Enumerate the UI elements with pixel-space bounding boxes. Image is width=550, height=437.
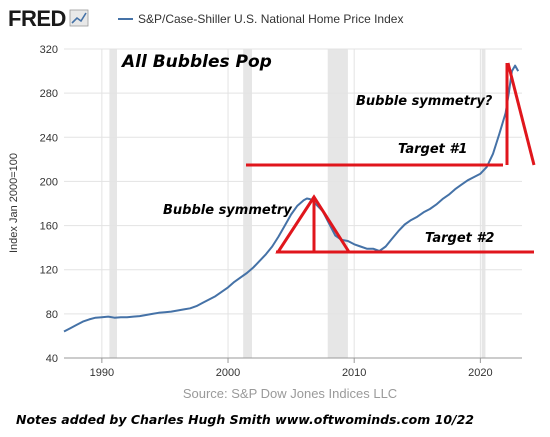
y-tick-label: 240 — [40, 132, 58, 144]
y-tick-label: 280 — [40, 88, 58, 100]
recession-band — [481, 49, 486, 358]
x-tick-label: 2010 — [342, 367, 366, 379]
annotation-all-bubbles-pop: All Bubbles Pop — [120, 52, 272, 72]
recession-bands — [109, 49, 486, 358]
series-line — [63, 64, 520, 333]
peak-descent-line — [506, 62, 536, 166]
y-tick-label: 80 — [46, 309, 58, 321]
y-ticks: 40 80 120 160 200 240 280 320 — [40, 44, 58, 365]
notes-text: Notes added by Charles Hugh Smith www.of… — [16, 412, 474, 427]
fred-logo: FRED — [8, 6, 66, 31]
source-text: Source: S&P Dow Jones Indices LLC — [183, 386, 397, 401]
annotation-bubble-symmetry-question: Bubble symmetry? — [356, 94, 493, 109]
plot-area: 40 80 120 160 200 240 280 320 1990 2000 2010 2020 — [40, 44, 522, 379]
x-tick-label: 1990 — [90, 367, 114, 379]
annotation-target2: Target #2 — [425, 231, 494, 246]
recession-band — [243, 49, 252, 358]
y-tick-label: 160 — [40, 221, 58, 233]
legend-label: S&P/Case-Shiller U.S. National Home Pric… — [138, 12, 403, 26]
small-line-chart-icon — [69, 9, 89, 27]
annotation-bubble-symmetry: Bubble symmetry — [163, 203, 292, 218]
x-tick-label: 2000 — [216, 367, 240, 379]
y-axis-label: Index Jan 2000=100 — [8, 153, 20, 253]
series-layer — [63, 64, 520, 333]
y-tick-label: 200 — [40, 176, 58, 188]
y-tick-label: 120 — [40, 265, 58, 277]
y-tick-label: 320 — [40, 44, 58, 56]
annotation-target1: Target #1 — [398, 142, 467, 157]
x-ticks: 1990 2000 2010 2020 — [64, 357, 522, 379]
recession-band — [109, 49, 117, 358]
annotation-shapes — [246, 62, 536, 254]
y-tick-label: 40 — [46, 353, 58, 365]
recession-band — [327, 49, 348, 358]
x-tick-label: 2020 — [468, 367, 492, 379]
